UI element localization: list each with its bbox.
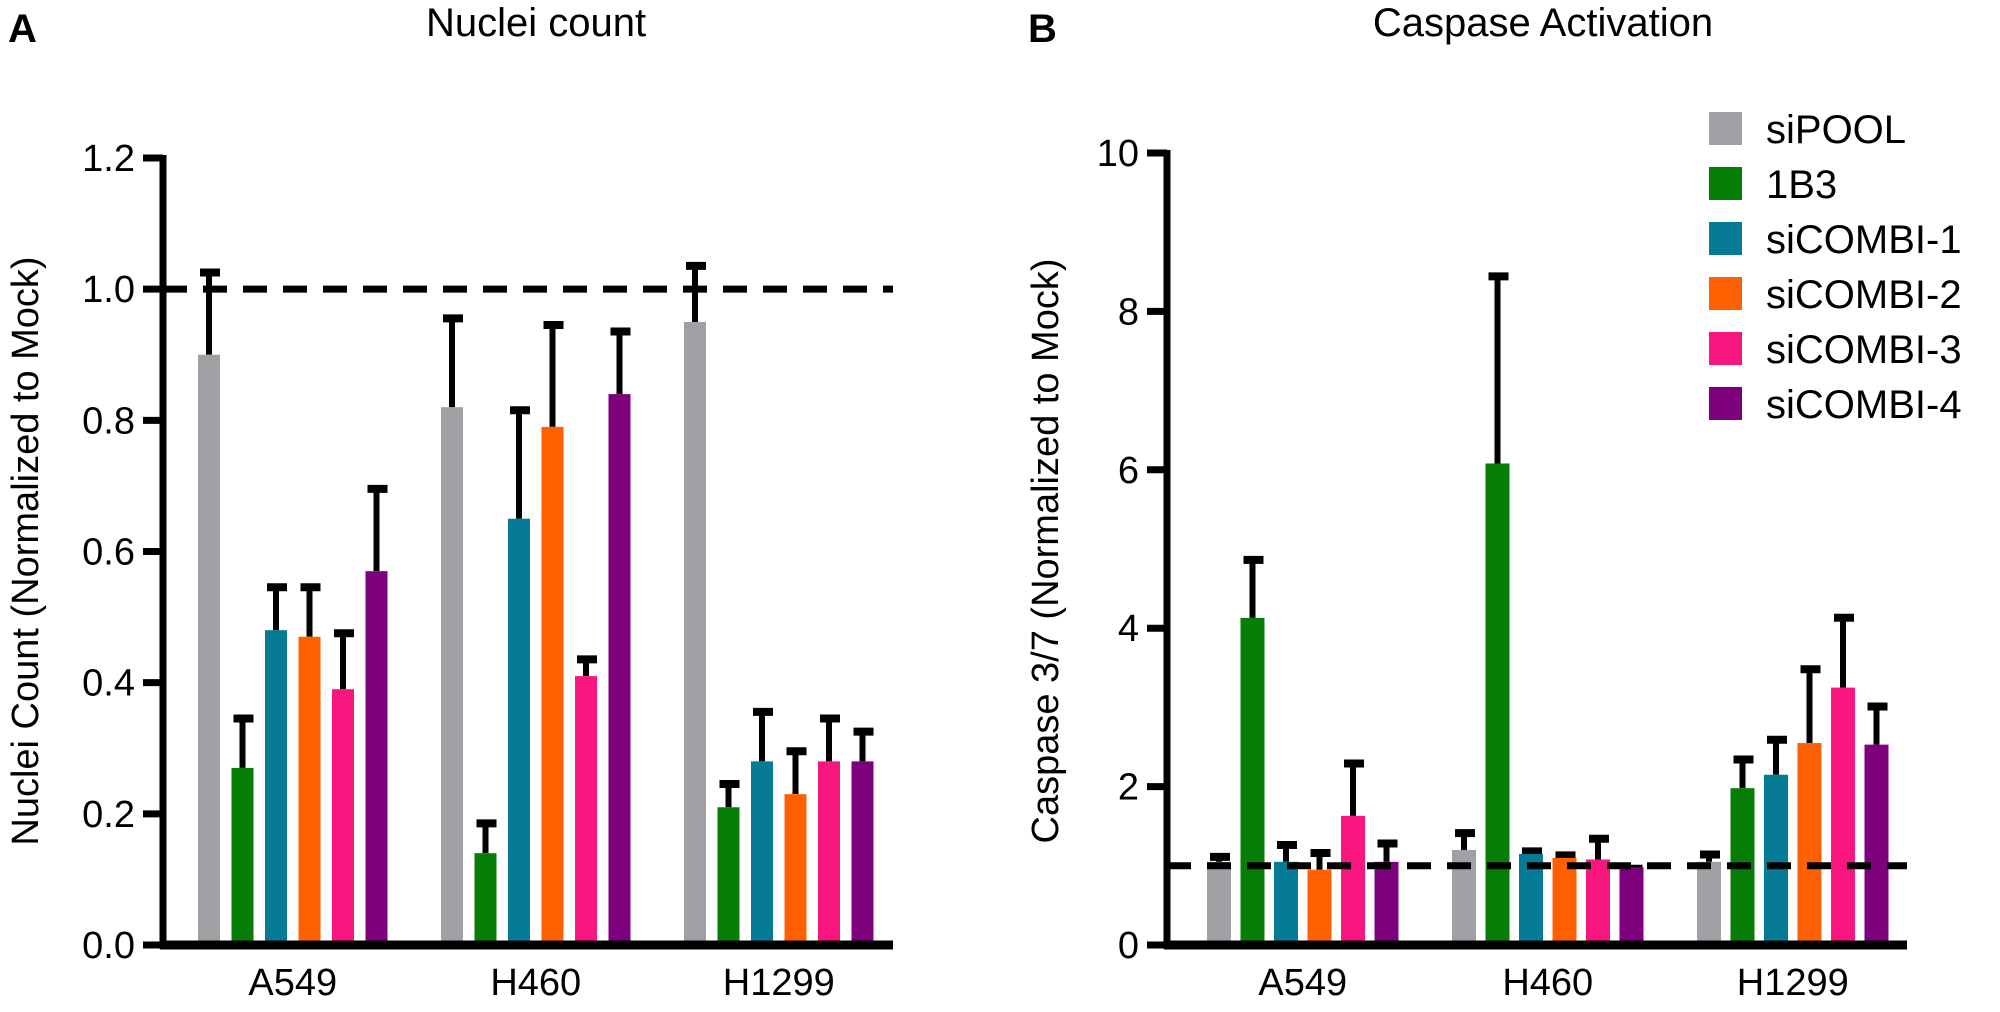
bar-sicombi-3-a549 [1341,815,1365,945]
x-tick-label: A549 [1258,962,1347,1004]
bar-sicombi-2-h460 [541,426,564,945]
y-tick-label: 6 [1118,450,1139,492]
legend-label: siCOMBI-3 [1766,328,1962,372]
legend-label: siCOMBI-2 [1766,273,1962,317]
panel-b-y-axis-title: Caspase 3/7 (Normalized to Mock) [1025,259,1067,844]
legend-swatch [1709,167,1742,200]
x-tick-label: H460 [490,962,581,1004]
panel-a-y-axis-title: Nuclei Count (Normalized to Mock) [5,256,47,845]
y-tick-label: 0.0 [82,925,135,967]
panel-b-plot: 0 2 4 6 8 10 A549 H460 H1299 [1097,133,1907,1004]
y-tick-label: 8 [1118,291,1139,333]
x-tick-label: H1299 [723,962,835,1004]
bar-sipool-h1299 [1697,861,1721,945]
bar-sicombi-3-h460 [575,676,597,945]
bar-sicombi-1-a549 [1274,861,1298,945]
legend-item: 1B3 [1709,163,1837,207]
bar-1b3-h1299 [717,807,740,945]
legend-swatch [1709,332,1742,365]
legend-swatch [1709,277,1742,310]
bar-sicombi-3-h460 [1586,859,1610,945]
bar-sicombi-4-h460 [1619,867,1644,945]
bar-sicombi-3-a549 [332,689,354,945]
bar-sipool-a549 [198,354,220,945]
legend-label: 1B3 [1766,163,1837,207]
y-tick-label: 1.0 [82,269,135,311]
bar-sicombi-1-a549 [265,630,287,945]
x-tick-label: H1299 [1737,962,1849,1004]
panel-letter-a: A [8,7,37,51]
legend-swatch [1709,387,1742,420]
legend-swatch [1709,112,1742,145]
bar-sicombi-2-h1299 [784,794,807,945]
bar-1b3-a549 [1240,617,1265,945]
y-tick-label: 1.2 [82,138,135,180]
bar-sicombi-3-h1299 [818,761,840,945]
legend-swatch [1709,222,1742,255]
y-tick-label: 2 [1118,767,1139,809]
bar-sicombi-4-a549 [1374,861,1399,945]
legend-label: siPOOL [1766,108,1906,152]
y-tick-label: 0 [1118,925,1139,967]
y-tick-label: 4 [1118,608,1139,650]
bar-sicombi-1-h1299 [751,761,773,945]
bar-sicombi-2-h1299 [1797,743,1822,945]
bar-1b3-h460 [1485,463,1510,945]
bar-1b3-a549 [231,767,254,945]
panel-b-title: Caspase Activation [1373,1,1713,45]
bar-sicombi-2-a549 [1307,869,1332,945]
bar-sicombi-1-h460 [508,518,530,945]
legend-label: siCOMBI-4 [1766,383,1962,427]
y-tick-label: 10 [1097,133,1139,175]
bar-sicombi-4-a549 [365,571,388,945]
y-tick-label: 0.8 [82,400,135,442]
bar-sicombi-4-h460 [608,394,631,946]
legend-item: siCOMBI-2 [1709,273,1962,317]
bar-sicombi-1-h1299 [1764,774,1788,945]
bar-sipool-a549 [1207,861,1231,945]
bar-sicombi-4-h1299 [851,761,874,945]
y-tick-label: 0.4 [82,663,135,705]
legend-item: siPOOL [1709,108,1906,152]
legend-item: siCOMBI-4 [1709,383,1962,427]
bar-sicombi-4-h1299 [1864,744,1889,945]
bar-sipool-h460 [441,407,463,945]
y-tick-label: 0.2 [82,794,135,836]
bar-1b3-h460 [474,853,497,945]
bar-sipool-h1299 [684,321,706,945]
x-tick-label: H460 [1502,962,1593,1004]
panel-a-plot: 0.0 0.2 0.4 0.6 0.8 1.0 1.2 A549 H460 H1299 [82,138,893,1004]
bar-sicombi-3-h1299 [1831,687,1855,945]
legend-label: siCOMBI-1 [1766,218,1962,262]
legend-item: siCOMBI-3 [1709,328,1962,372]
panel-a-title: Nuclei count [426,1,646,45]
x-tick-label: A549 [248,962,337,1004]
bar-sicombi-2-h460 [1552,857,1577,945]
legend-item: siCOMBI-1 [1709,218,1962,262]
y-tick-label: 0.6 [82,532,135,574]
legend: siPOOL 1B3 siCOMBI-1 siCOMBI-2 siCOMBI-3 siCO… [1709,108,1962,427]
bar-sicombi-2-a549 [298,636,321,945]
panel-letter-b: B [1028,7,1057,51]
